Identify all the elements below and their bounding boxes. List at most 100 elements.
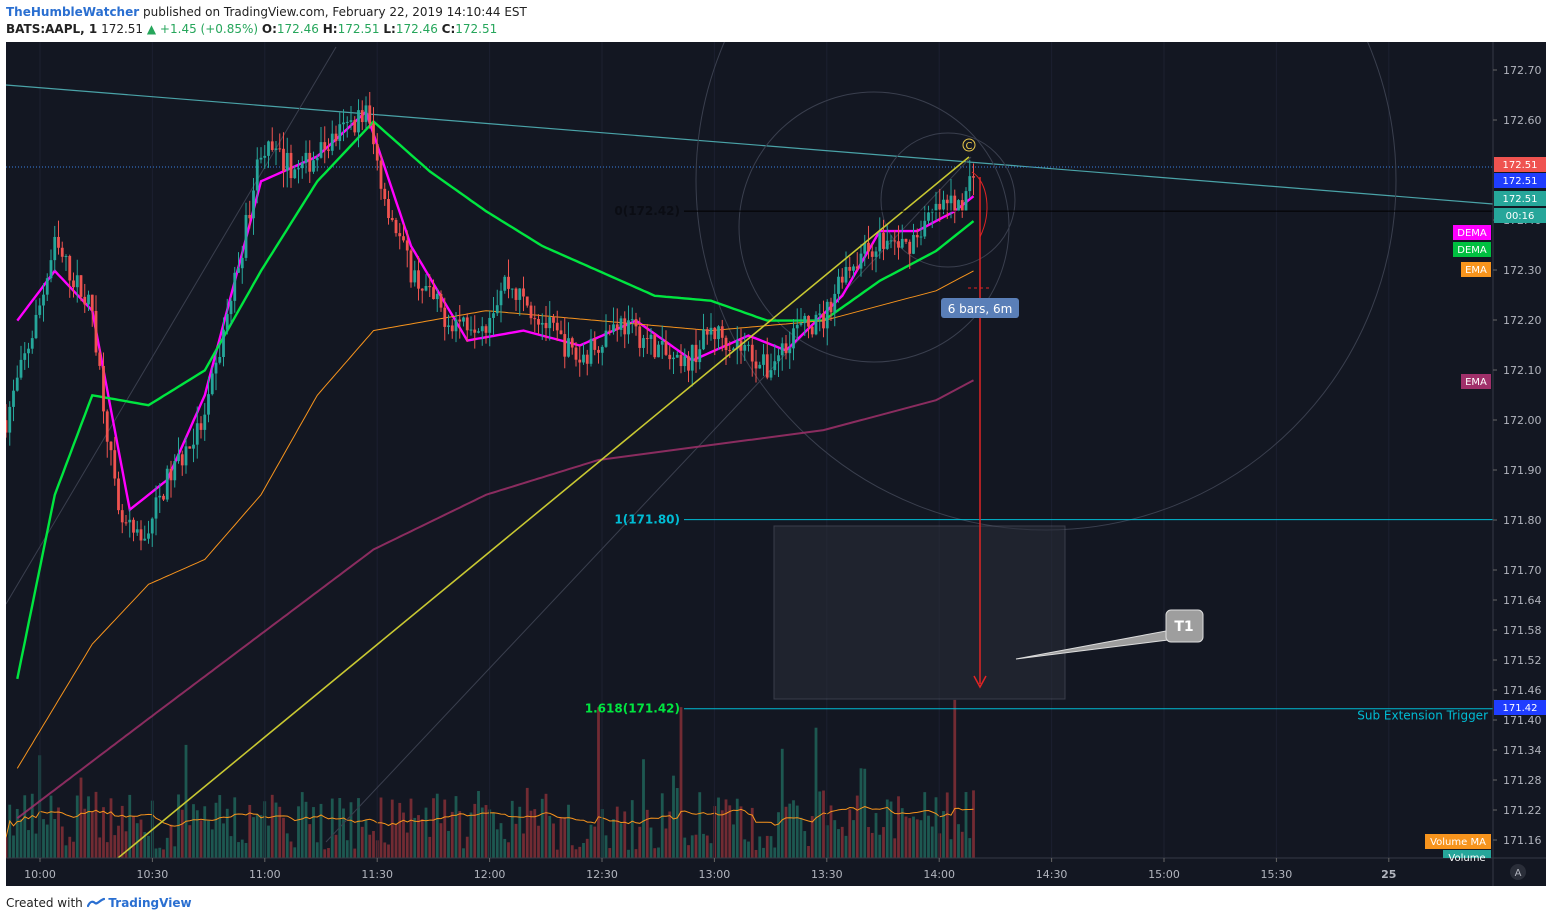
volume-bar — [248, 804, 252, 858]
volume-bar — [912, 816, 915, 858]
volume-bar — [795, 805, 799, 858]
author-link[interactable]: TheHumbleWatcher — [6, 5, 140, 19]
candle — [42, 294, 45, 306]
candle — [90, 294, 94, 311]
volume-bar — [255, 814, 259, 858]
axis-tag-label: EMA — [1465, 265, 1487, 276]
volume-bar — [679, 707, 683, 858]
candle — [938, 203, 942, 210]
candle — [293, 169, 297, 179]
axis-tag — [1453, 225, 1491, 240]
candle — [188, 446, 192, 449]
volume-bar — [968, 838, 972, 858]
volume-bar — [544, 793, 548, 858]
candle — [98, 352, 102, 366]
candle — [15, 377, 19, 391]
candle — [379, 160, 383, 189]
volume-bar — [732, 824, 735, 858]
volume-bar — [900, 808, 904, 858]
volume-bar — [484, 805, 488, 858]
volume-bar — [315, 842, 319, 858]
candle — [87, 294, 90, 305]
volume-bar — [450, 811, 454, 858]
x-tick-label: 10:30 — [137, 868, 169, 881]
symbol-legend: BATS:AAPL, 1 172.51 ▲ +1.45 (+0.85%) O:1… — [6, 22, 497, 36]
candle — [439, 293, 443, 308]
volume-bar — [195, 810, 199, 858]
candle — [548, 317, 552, 329]
indicator-layer — [16, 109, 975, 819]
candle — [210, 373, 214, 395]
volume-bar — [608, 848, 612, 858]
volume-bar — [829, 805, 833, 858]
volume-bar — [942, 811, 945, 858]
volume-bar — [814, 727, 818, 858]
volume-bar — [957, 824, 960, 858]
volume-bar — [132, 816, 135, 858]
chart-header: TheHumbleWatcher published on TradingVie… — [0, 0, 1551, 42]
candle — [252, 190, 255, 219]
candle — [248, 214, 252, 219]
volume-bar — [4, 837, 8, 858]
indicator-line — [16, 379, 974, 819]
candle — [135, 529, 139, 533]
symbol-label[interactable]: BATS:AAPL, 1 — [6, 22, 98, 36]
price-change: ▲ +1.45 (+0.85%) — [146, 22, 259, 36]
candle — [68, 256, 72, 281]
candle — [443, 307, 447, 327]
candle — [323, 142, 327, 150]
axis-tag — [1453, 242, 1491, 257]
candle — [319, 142, 323, 158]
volume-bar — [923, 792, 927, 858]
arrow-head — [973, 675, 987, 689]
chart-area[interactable]: C 0(172.42) 1(171.80) 1.618(171.42) Sub Exte… — [4, 0, 1546, 886]
volume-bar — [42, 819, 45, 858]
volume-bar — [199, 820, 203, 858]
volume-bar — [387, 844, 390, 858]
candle — [919, 236, 923, 238]
volume-bar — [79, 777, 83, 858]
candle — [132, 519, 135, 533]
candle — [942, 199, 945, 210]
volume-bar — [702, 833, 705, 858]
candle — [454, 319, 458, 332]
tradingview-brand[interactable]: TradingView — [108, 896, 192, 910]
price-chart[interactable]: C 0(172.42) 1(171.80) 1.618(171.42) Sub Exte… — [4, 0, 1546, 886]
volume-bar — [769, 836, 773, 858]
candle — [743, 345, 747, 351]
candle — [525, 296, 529, 306]
close-value: 172.51 — [455, 22, 498, 36]
candle — [720, 326, 724, 338]
volume-bar — [507, 842, 510, 858]
volume-bar — [548, 815, 552, 858]
candle — [784, 343, 788, 354]
volume-bar — [728, 805, 732, 858]
volume-bar — [612, 819, 615, 858]
volume-bar — [188, 825, 192, 858]
candle — [645, 338, 649, 340]
volume-bar — [128, 794, 132, 858]
volume-bar — [383, 842, 387, 858]
candle — [390, 218, 394, 220]
volume-bar — [964, 792, 968, 858]
volume-bar — [552, 823, 555, 858]
candle — [780, 343, 784, 356]
volume-bar — [12, 835, 15, 858]
candle — [675, 354, 679, 358]
candle — [968, 176, 972, 192]
volume-bar — [930, 826, 934, 858]
candle — [507, 276, 510, 289]
volume-bar — [784, 806, 788, 858]
volume-bar — [323, 849, 327, 858]
close-label: C: — [441, 22, 456, 36]
candle — [398, 233, 402, 237]
volume-bar — [949, 839, 953, 858]
volume-bar — [773, 847, 777, 858]
volume-bar — [83, 808, 87, 858]
candle — [402, 236, 405, 241]
volume-bar — [87, 796, 90, 858]
volume-bar — [368, 834, 372, 858]
y-tick-label: 171.70 — [1503, 564, 1542, 577]
candle — [957, 200, 960, 212]
candle — [233, 272, 237, 301]
